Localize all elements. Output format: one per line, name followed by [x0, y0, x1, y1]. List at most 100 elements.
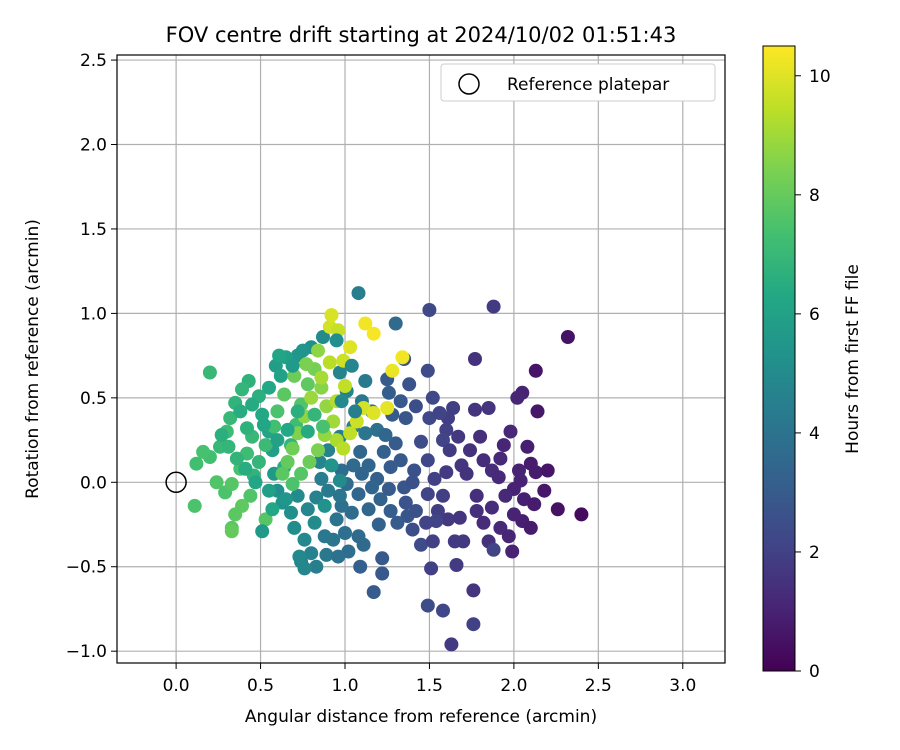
data-point — [405, 522, 420, 537]
data-point — [366, 585, 381, 600]
data-point — [420, 598, 435, 613]
data-point — [452, 510, 467, 525]
data-point — [311, 443, 325, 458]
data-point — [258, 438, 273, 453]
data-point — [344, 505, 359, 520]
y-tick-label: 2.5 — [80, 51, 107, 71]
data-point — [272, 348, 287, 363]
data-point — [380, 401, 395, 415]
data-point — [344, 358, 359, 373]
data-point — [503, 424, 518, 439]
data-point — [375, 551, 390, 566]
data-point — [248, 475, 263, 490]
data-point — [273, 368, 288, 383]
data-point — [314, 471, 329, 486]
data-point — [251, 455, 266, 469]
data-point — [316, 330, 330, 344]
data-point — [405, 475, 420, 490]
data-point — [383, 504, 398, 518]
data-point — [505, 544, 520, 559]
data-point — [468, 352, 482, 366]
data-point — [277, 387, 292, 402]
data-point — [275, 466, 290, 481]
data-point — [228, 507, 243, 522]
data-point — [385, 363, 400, 378]
data-point — [444, 637, 459, 652]
data-point — [375, 566, 390, 581]
data-point — [214, 428, 229, 442]
colorbar: 0 2 4 6 8 10 Hours from first FF file — [762, 45, 863, 682]
data-point — [463, 443, 477, 458]
data-point — [287, 520, 302, 535]
data-point — [299, 357, 314, 372]
data-point — [300, 424, 315, 439]
data-point — [419, 515, 434, 530]
data-point — [358, 374, 373, 388]
y-tick-label: 0.5 — [80, 389, 107, 409]
x-tick-label: 1.0 — [331, 676, 358, 696]
data-point — [202, 365, 217, 380]
data-point — [388, 436, 403, 451]
data-point — [319, 547, 334, 562]
y-tick-label: 1.5 — [80, 220, 107, 240]
data-point — [365, 480, 379, 495]
data-point — [336, 441, 351, 456]
data-point — [436, 603, 450, 618]
data-point — [235, 382, 249, 397]
data-point — [371, 517, 386, 532]
data-point — [501, 529, 516, 544]
data-point — [322, 355, 337, 370]
data-point — [294, 466, 309, 481]
data-point — [329, 512, 344, 527]
data-point — [459, 466, 474, 481]
data-point — [351, 286, 366, 301]
data-point — [285, 441, 300, 456]
data-point — [436, 433, 450, 448]
data-point — [432, 406, 447, 420]
data-point — [243, 488, 258, 503]
data-point — [300, 377, 315, 392]
plot-frame — [116, 54, 726, 664]
data-point — [476, 453, 491, 468]
data-point — [376, 444, 391, 459]
data-point — [425, 534, 440, 549]
data-point — [414, 537, 428, 552]
data-point — [332, 473, 347, 488]
data-point — [229, 451, 244, 466]
data-point — [354, 466, 369, 481]
data-point — [324, 308, 339, 323]
data-point — [527, 497, 542, 512]
data-point — [550, 502, 565, 517]
data-point — [209, 475, 224, 490]
data-point — [496, 438, 511, 453]
data-point — [491, 470, 506, 485]
data-point — [381, 482, 396, 496]
y-tick-label: −1.0 — [66, 642, 107, 662]
data-point — [506, 507, 521, 522]
data-point — [338, 526, 352, 540]
data-point — [366, 326, 381, 341]
data-point — [422, 303, 437, 317]
legend: Reference platepar — [440, 63, 716, 102]
data-point — [314, 380, 329, 395]
data-point — [290, 404, 305, 419]
data-point — [442, 443, 457, 458]
data-point — [343, 340, 358, 355]
reference-platepar-marker — [165, 471, 187, 494]
data-point — [238, 461, 253, 476]
colorbar-tick-label: 10 — [809, 67, 831, 87]
data-point — [316, 419, 330, 434]
data-point — [486, 299, 501, 314]
data-point — [270, 433, 285, 448]
x-tick-label: 2.0 — [500, 676, 527, 696]
data-point — [270, 404, 285, 419]
data-point — [528, 363, 543, 378]
x-tick-label: 2.5 — [585, 676, 612, 696]
data-point — [498, 488, 513, 503]
data-point — [466, 617, 481, 632]
data-point — [187, 498, 202, 513]
data-point — [414, 434, 428, 449]
data-point — [297, 532, 312, 547]
data-point — [262, 483, 276, 498]
